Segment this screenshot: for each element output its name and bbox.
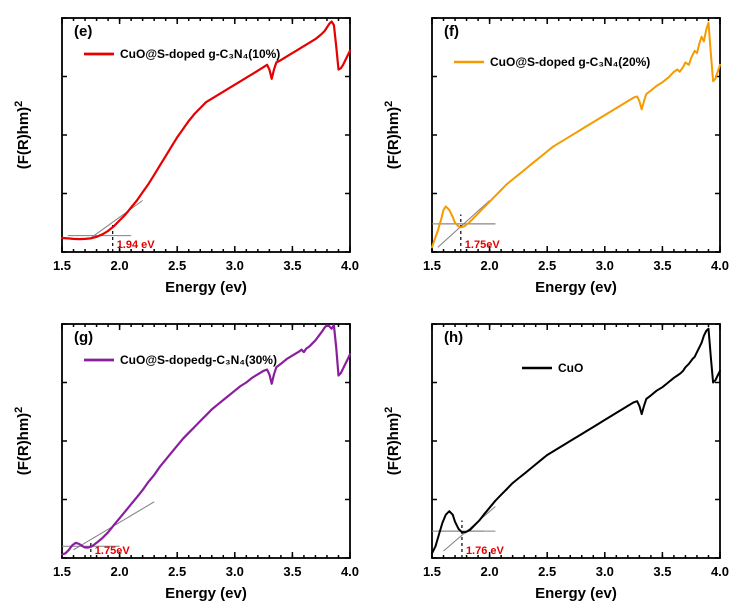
svg-text:3.0: 3.0 xyxy=(226,564,244,579)
svg-text:Energy (ev): Energy (ev) xyxy=(165,279,247,296)
svg-text:(e): (e) xyxy=(74,23,92,40)
svg-text:4.0: 4.0 xyxy=(341,258,359,273)
svg-text:3.5: 3.5 xyxy=(653,258,671,273)
svg-text:4.0: 4.0 xyxy=(711,258,729,273)
svg-text:Energy (ev): Energy (ev) xyxy=(535,279,617,296)
svg-text:CuO@S-dopedg-C₃N₄(30%): CuO@S-dopedg-C₃N₄(30%) xyxy=(120,353,277,367)
svg-text:1.5: 1.5 xyxy=(423,564,441,579)
svg-text:1.5: 1.5 xyxy=(423,258,441,273)
svg-text:CuO: CuO xyxy=(558,361,583,375)
svg-text:1.5: 1.5 xyxy=(53,258,71,273)
svg-text:3.0: 3.0 xyxy=(596,564,614,579)
svg-text:CuO@S-doped g-C₃N₄(10%): CuO@S-doped g-C₃N₄(10%) xyxy=(120,47,280,61)
svg-text:4.0: 4.0 xyxy=(711,564,729,579)
svg-text:(F(R)hm)2: (F(R)hm)2 xyxy=(13,101,32,170)
panel-h: 1.5 2.0 2.5 3.0 3.5 4.0 Energy (ev) (F(R)hm)2 (h… xyxy=(370,306,740,612)
svg-text:(F(R)hm)2: (F(R)hm)2 xyxy=(383,101,402,170)
svg-text:(h): (h) xyxy=(444,329,463,346)
svg-text:3.0: 3.0 xyxy=(226,258,244,273)
svg-text:2.0: 2.0 xyxy=(481,258,499,273)
svg-text:2.5: 2.5 xyxy=(168,258,186,273)
svg-text:1.75eV: 1.75eV xyxy=(465,239,501,251)
svg-text:3.5: 3.5 xyxy=(283,564,301,579)
svg-text:(f): (f) xyxy=(444,23,459,40)
svg-text:(F(R)hm)2: (F(R)hm)2 xyxy=(13,407,32,476)
panel-e: 1.5 2.0 2.5 3.0 3.5 4.0 Energy (ev) (F(R)hm)2 (e… xyxy=(0,0,370,306)
svg-text:2.5: 2.5 xyxy=(538,258,556,273)
svg-text:(g): (g) xyxy=(74,329,93,346)
svg-text:1.76 eV: 1.76 eV xyxy=(466,545,505,557)
svg-text:1.94 eV: 1.94 eV xyxy=(117,239,156,251)
svg-text:CuO@S-doped g-C₃N₄(20%): CuO@S-doped g-C₃N₄(20%) xyxy=(490,55,650,69)
svg-text:2.5: 2.5 xyxy=(538,564,556,579)
svg-text:Energy (ev): Energy (ev) xyxy=(165,585,247,602)
svg-text:2.0: 2.0 xyxy=(111,258,129,273)
svg-text:3.5: 3.5 xyxy=(283,258,301,273)
svg-text:2.0: 2.0 xyxy=(111,564,129,579)
panel-f: 1.5 2.0 2.5 3.0 3.5 4.0 Energy (ev) (F(R)hm)2 (f… xyxy=(370,0,740,306)
svg-text:3.5: 3.5 xyxy=(653,564,671,579)
svg-text:2.0: 2.0 xyxy=(481,564,499,579)
svg-text:4.0: 4.0 xyxy=(341,564,359,579)
svg-text:(F(R)hm)2: (F(R)hm)2 xyxy=(383,407,402,476)
chart-grid: 1.5 2.0 2.5 3.0 3.5 4.0 Energy (ev) (F(R)hm)2 (e… xyxy=(0,0,740,612)
svg-text:2.5: 2.5 xyxy=(168,564,186,579)
svg-text:1.5: 1.5 xyxy=(53,564,71,579)
svg-text:Energy (ev): Energy (ev) xyxy=(535,585,617,602)
panel-g: 1.5 2.0 2.5 3.0 3.5 4.0 Energy (ev) (F(R)hm)2 (g… xyxy=(0,306,370,612)
svg-text:3.0: 3.0 xyxy=(596,258,614,273)
svg-text:1.75eV: 1.75eV xyxy=(95,545,131,557)
